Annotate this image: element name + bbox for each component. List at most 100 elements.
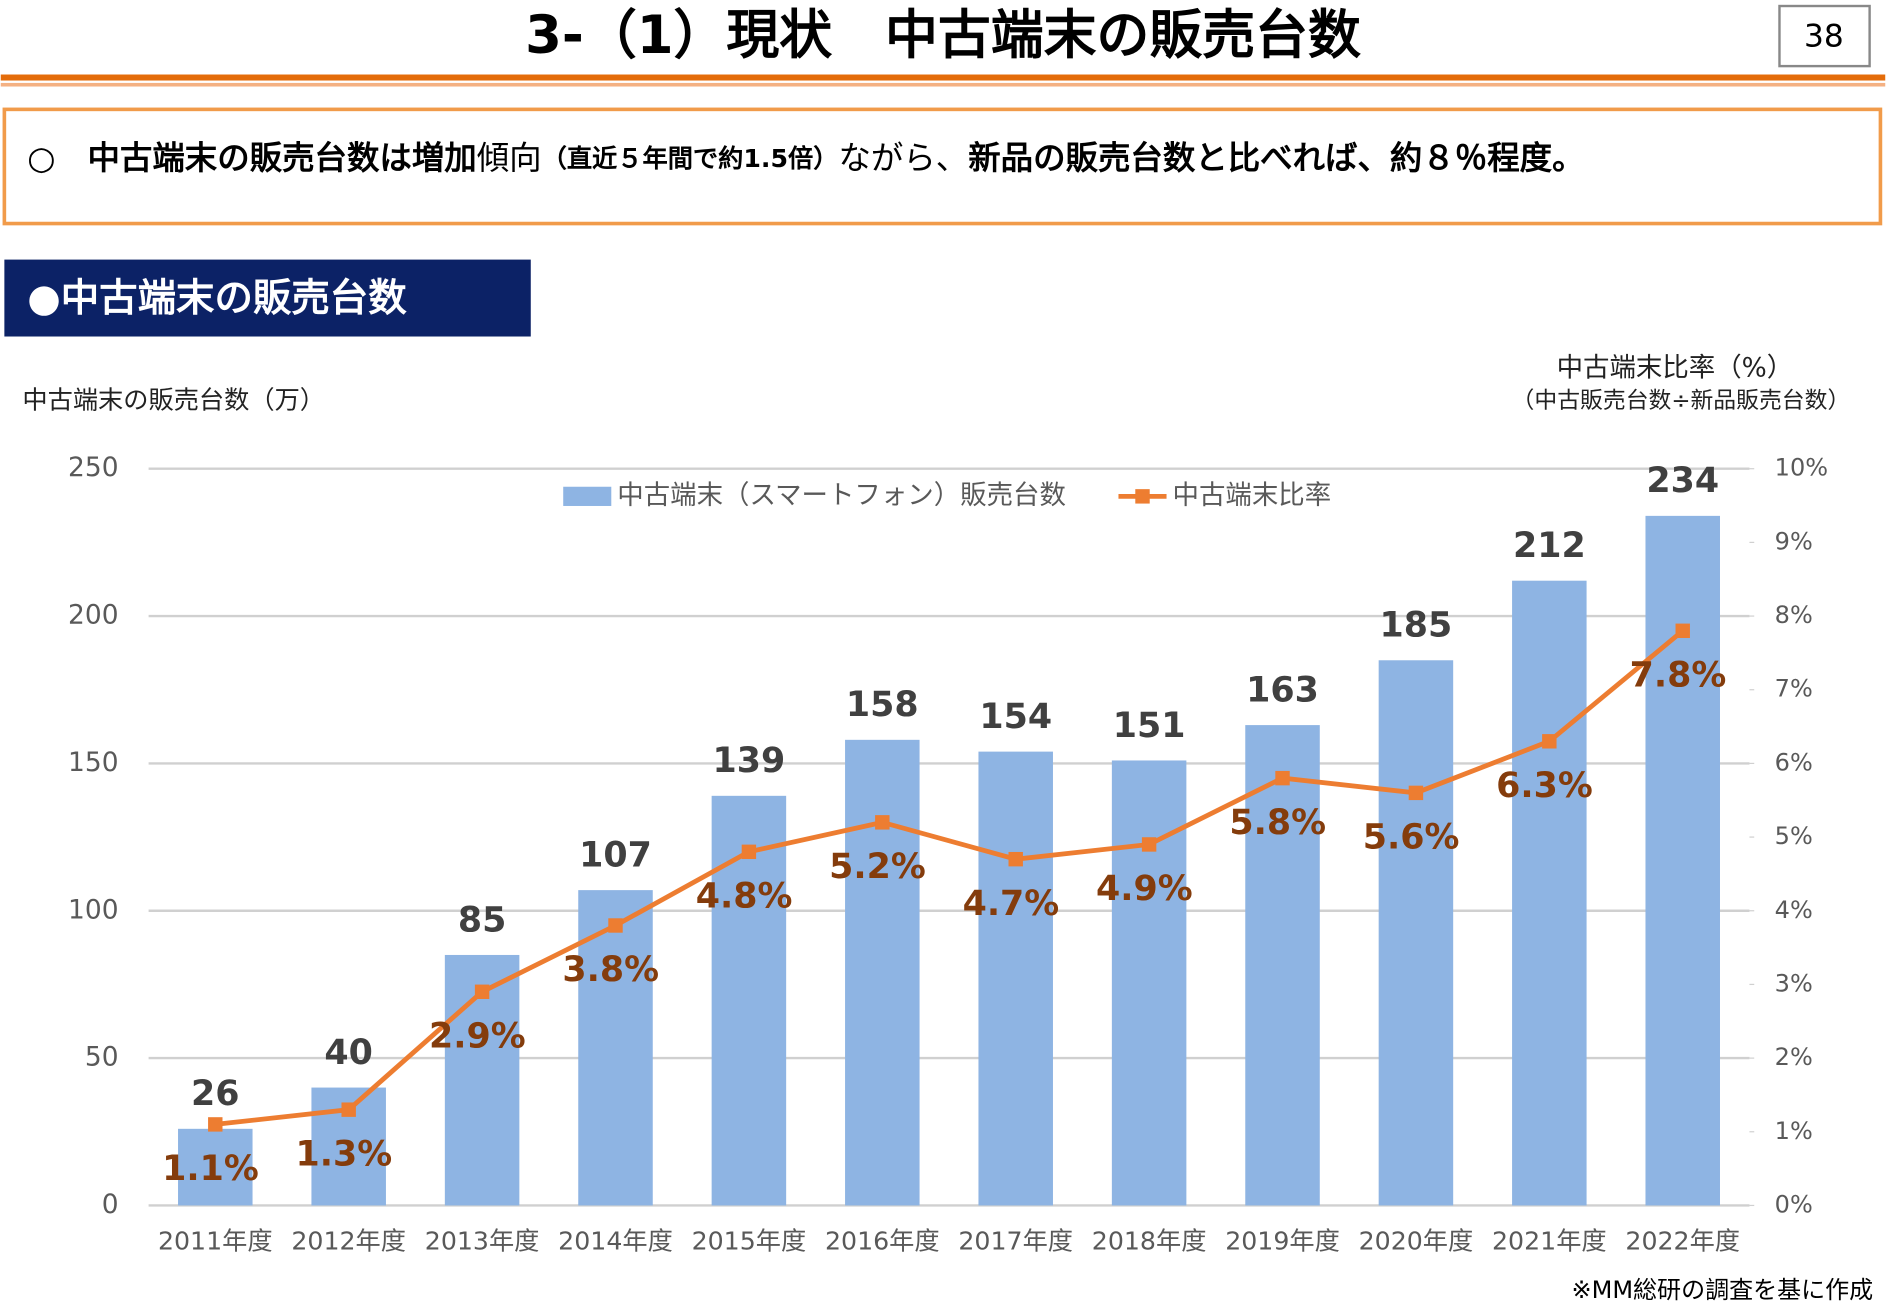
title-rule xyxy=(0,82,1886,87)
x-tick-label: 2019年度 xyxy=(1225,1227,1340,1256)
bar xyxy=(178,1128,253,1206)
line-value-label: 2.9% xyxy=(429,1016,526,1056)
bar xyxy=(1645,515,1720,1206)
page-number: 38 xyxy=(1804,18,1844,54)
y2-tick-label: 0% xyxy=(1775,1190,1813,1218)
bar-value-label: 163 xyxy=(1246,670,1319,710)
y-tick-label: 100 xyxy=(68,894,118,925)
x-tick-label: 2016年度 xyxy=(825,1227,940,1256)
x-tick-label: 2013年度 xyxy=(425,1227,540,1256)
line-value-label: 3.8% xyxy=(562,950,659,990)
line-value-label: 5.2% xyxy=(829,847,926,887)
line-marker xyxy=(208,1117,223,1132)
line-marker xyxy=(474,984,490,1000)
line-marker xyxy=(741,844,757,860)
bar xyxy=(1378,660,1454,1206)
line-value-label: 5.8% xyxy=(1229,803,1326,843)
bar-value-label: 40 xyxy=(324,1033,372,1073)
legend-swatch xyxy=(1135,489,1150,504)
section-header xyxy=(4,259,531,337)
summary: ○ 中古端末の販売台数は増加傾向（直近５年間で約1.5倍）ながら、新品の販売台数… xyxy=(27,139,1584,177)
footnote: ※MM総研の調査を基に作成 xyxy=(1571,1276,1873,1304)
y-axis-label: 中古端末の販売台数（万） xyxy=(22,385,325,414)
y2-tick-label: 5% xyxy=(1775,822,1813,850)
bar-value-label: 139 xyxy=(713,741,786,781)
line-value-label: 4.7% xyxy=(963,884,1060,924)
bar-value-label: 158 xyxy=(846,685,919,725)
x-tick-label: 2011年度 xyxy=(158,1227,273,1256)
y2-tick-label: 8% xyxy=(1775,601,1813,629)
y2-tick-label: 9% xyxy=(1775,527,1813,555)
x-tick-label: 2021年度 xyxy=(1492,1227,1607,1256)
line-marker xyxy=(1141,837,1157,852)
line-value-label: 1.3% xyxy=(296,1134,393,1174)
bar xyxy=(1245,725,1320,1206)
line-marker xyxy=(1542,734,1557,749)
line xyxy=(215,628,1685,1127)
summary-text: ながら、 xyxy=(838,139,968,177)
y-tick-label: 150 xyxy=(68,747,118,778)
bar xyxy=(845,739,920,1206)
x-tick-label: 2012年度 xyxy=(291,1227,406,1256)
bar-value-label: 85 xyxy=(458,900,507,940)
x-tick-label: 2018年度 xyxy=(1092,1227,1207,1256)
line-marker xyxy=(341,1102,356,1117)
y2-tick-label: 3% xyxy=(1775,969,1813,997)
line-value-label: 6.3% xyxy=(1496,766,1593,806)
x-tick-label: 2020年度 xyxy=(1359,1227,1474,1256)
bar xyxy=(1512,580,1587,1206)
bar xyxy=(1111,760,1187,1206)
bar-value-label: 185 xyxy=(1380,606,1453,646)
summary-text: 新品の販売台数と比べれば、約８％程度。 xyxy=(968,139,1584,177)
y2-tick-label: 6% xyxy=(1775,748,1813,776)
bar-value-label: 151 xyxy=(1113,706,1186,746)
bar-value-label: 107 xyxy=(579,835,652,875)
x-tick-label: 2022年度 xyxy=(1625,1227,1740,1256)
x-tick-label: 2014年度 xyxy=(558,1227,673,1256)
summary-text: （直近５年間で約1.5倍） xyxy=(542,144,839,173)
line-marker xyxy=(608,918,623,933)
line-value-label: 5.6% xyxy=(1363,818,1460,858)
y2-tick-label: 4% xyxy=(1775,896,1813,924)
bar xyxy=(578,890,653,1206)
title-rule xyxy=(0,74,1886,81)
line-value-label: 4.9% xyxy=(1096,869,1193,909)
legend-label: 中古端末比率 xyxy=(1173,480,1332,511)
y2-axis-label: 中古端末比率（%） xyxy=(1557,352,1794,383)
line-value-label: 1.1% xyxy=(162,1149,259,1189)
plot: 0 50 100 150 200 250 0% 1% 2% 3% 4% 5% 6% 7% 8% 9% 10% 20… xyxy=(68,452,1828,1255)
summary-text: 中古端末の販売台数は増加 xyxy=(87,139,476,177)
section-title: ●中古端末の販売台数 xyxy=(27,276,407,321)
y2-tick-label: 7% xyxy=(1775,675,1813,703)
x-tick-label: 2015年度 xyxy=(692,1227,807,1256)
y-tick-label: 50 xyxy=(85,1042,119,1073)
bullet: ○ xyxy=(27,139,55,177)
y2-tick-label: 10% xyxy=(1775,454,1828,482)
bar-value-label: 154 xyxy=(979,697,1052,737)
bar-value-label: 26 xyxy=(191,1074,240,1114)
legend-label: 中古端末（スマートフォン）販売台数 xyxy=(617,480,1066,511)
line-marker xyxy=(875,815,890,830)
bar xyxy=(978,751,1053,1206)
bar-value-label: 212 xyxy=(1513,526,1586,566)
summary-text: 傾向 xyxy=(477,139,542,177)
summary-box xyxy=(2,107,1883,226)
line-marker xyxy=(1675,623,1690,639)
page-title: 3-（1）現状 中古端末の販売台数 xyxy=(525,5,1361,66)
line-marker xyxy=(1408,785,1424,801)
y2-axis-sublabel: （中古販売台数÷新品販売台数） xyxy=(1512,388,1851,414)
line-marker xyxy=(1275,770,1290,786)
line-marker xyxy=(1008,851,1023,867)
line-value-label: 7.8% xyxy=(1630,655,1727,695)
y-tick-label: 0 xyxy=(102,1189,119,1220)
y2-tick-label: 2% xyxy=(1775,1043,1813,1071)
y-tick-label: 200 xyxy=(68,600,118,631)
y-tick-label: 250 xyxy=(68,452,118,483)
bar-value-label: 234 xyxy=(1646,461,1719,501)
legend-swatch xyxy=(563,486,612,506)
x-tick-label: 2017年度 xyxy=(958,1227,1073,1256)
line-value-label: 4.8% xyxy=(696,876,793,916)
page-number-box xyxy=(1778,4,1871,68)
y2-tick-label: 1% xyxy=(1775,1117,1813,1145)
